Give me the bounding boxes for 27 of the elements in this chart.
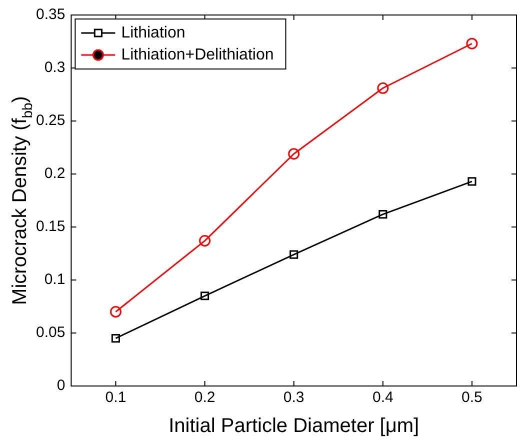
point [200,292,210,300]
point [468,177,476,186]
legend-label: Lithiation+Delithiation [121,46,274,64]
legend-label: Lithiation [121,24,186,42]
y-tick-label: 0.25 [36,112,66,130]
point [290,250,298,259]
point [110,306,122,318]
y-tick-label: 0.3 [44,59,66,76]
x-tick-label: 0.1 [105,389,126,406]
x-tick-label: 0.5 [462,389,482,406]
x-tick-label: 0.2 [194,389,216,406]
y-tick-label: 0.35 [36,6,66,24]
y-tick-label: 0.15 [36,218,66,236]
y-tick-label: 0 [56,377,66,394]
y-tick-label: 0.05 [36,324,66,342]
x-tick-label: 0.3 [283,389,304,406]
point [199,235,211,247]
y-axis-title: Microcrack Density (fbb) [9,96,35,305]
point [466,38,478,50]
point [377,82,389,94]
point [378,210,388,219]
point [288,148,300,160]
x-axis-title: Initial Particle Diameter [μm] [168,415,420,437]
y-tick-label: 0.2 [44,165,66,182]
x-tick-label: 0.4 [372,389,394,406]
y-tick-label: 0.1 [44,271,66,288]
point [111,334,120,343]
